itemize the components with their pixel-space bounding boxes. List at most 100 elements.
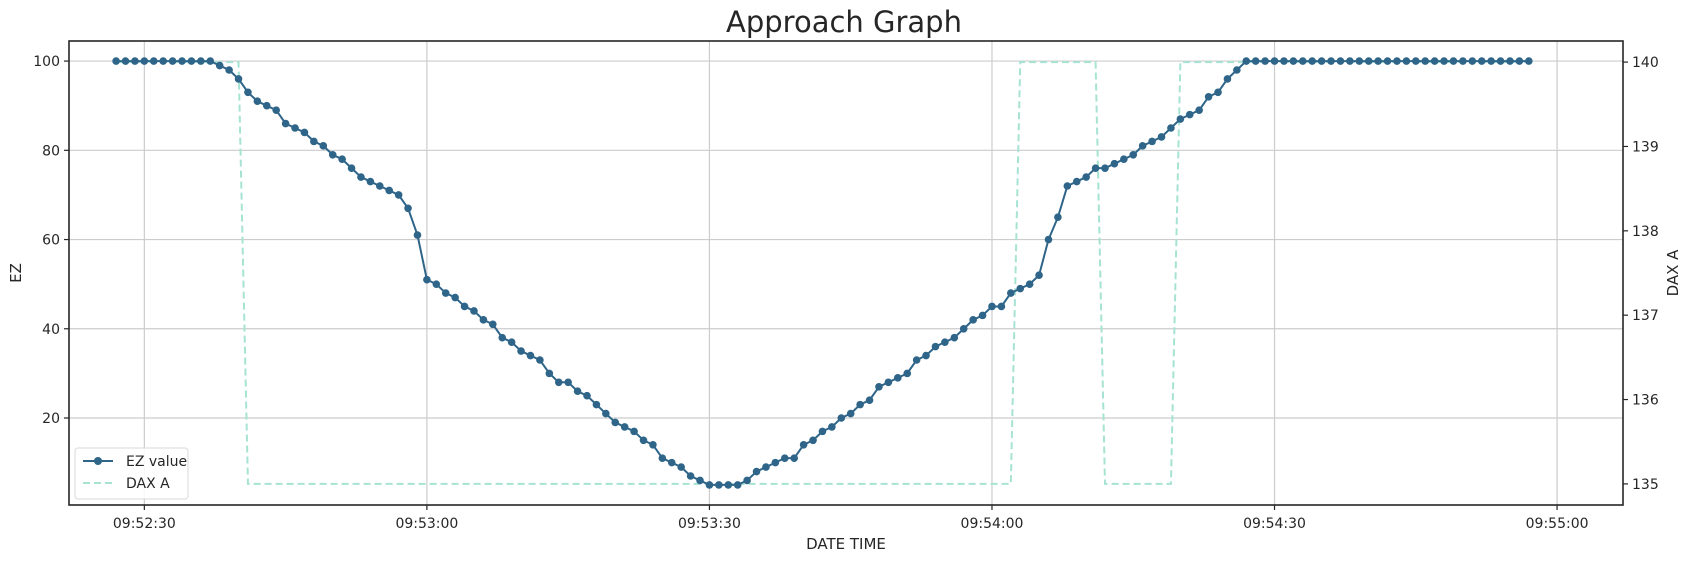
ez-value-point [460, 302, 469, 311]
ez-value-point [413, 231, 422, 239]
ez-value-point [1317, 57, 1326, 65]
ez-value-point [526, 351, 535, 360]
ez-value-point [809, 436, 817, 445]
ez-value-point [875, 382, 883, 391]
ez-value-point [639, 436, 648, 445]
ez-value-point [272, 106, 281, 114]
ez-value-point [884, 378, 893, 387]
ez-value-point [620, 423, 629, 431]
y-tick-label: 100 [33, 54, 60, 70]
ez-value-point [225, 66, 233, 74]
ez-value-point [846, 409, 855, 418]
x-tick-label: 09:53:00 [395, 516, 458, 532]
x-tick-label: 09:55:00 [1526, 516, 1589, 532]
legend: EZ value DAX A [74, 447, 189, 500]
legend-dax-label: DAX A [126, 476, 170, 492]
y-axis-label: EZ [7, 263, 25, 283]
ez-value-point [1110, 159, 1119, 168]
ez-value-point [536, 356, 544, 364]
ez-value-point [1082, 173, 1090, 181]
ez-value-point [752, 467, 761, 476]
ez-value-point [856, 400, 864, 409]
ez-value-point [1204, 92, 1213, 101]
ez-value-point [441, 289, 450, 297]
ez-value-point [131, 57, 139, 65]
ez-value-point [724, 481, 733, 489]
ez-value-point [1025, 280, 1034, 288]
ez-value-point [828, 423, 836, 431]
ez-value-point [1185, 110, 1194, 119]
series-dax-a [116, 61, 1529, 485]
x-tick-label: 09:52:30 [113, 516, 176, 532]
ez-value-point [1449, 57, 1458, 65]
ez-value-point [780, 454, 789, 462]
ez-value-point [554, 378, 563, 387]
ez-value-point [903, 369, 912, 378]
x-tick-label: 09:53:30 [678, 516, 741, 532]
ez-value-point [1459, 57, 1467, 65]
ez-value-point [564, 378, 572, 387]
ez-value-point [959, 324, 968, 333]
ez-value-point [1035, 271, 1043, 280]
ez-value-point [912, 356, 921, 364]
ez-value-point [244, 88, 252, 97]
y2-tick-label: 137 [1632, 308, 1659, 324]
ez-value-point [206, 57, 215, 65]
y-tick-label: 60 [42, 233, 60, 249]
ez-value-point [1138, 142, 1147, 150]
ez-value-point [950, 333, 959, 342]
ez-value-point [743, 476, 751, 485]
ez-value-point [1383, 57, 1392, 65]
ez-value-point [215, 61, 224, 70]
ez-value-point [1374, 57, 1382, 65]
grid [69, 41, 1623, 505]
ez-value-point [489, 320, 497, 329]
ez-value-point [771, 458, 780, 467]
ez-value-point [1412, 57, 1420, 65]
ez-value-point [583, 391, 591, 400]
ez-value-point [1336, 57, 1345, 65]
ez-value-point [385, 186, 394, 195]
legend-ez-marker [94, 457, 102, 465]
ez-value-point [1477, 57, 1486, 65]
ez-value-point [1440, 57, 1448, 65]
ez-value-point [1280, 57, 1288, 65]
ez-value-point [1072, 177, 1081, 186]
ez-value-point [818, 427, 827, 436]
ez-value-point [837, 414, 846, 422]
ez-value-point [1195, 106, 1203, 114]
ez-value-point [762, 463, 770, 471]
ez-value-point [1355, 57, 1364, 65]
ez-value-point [1251, 57, 1260, 65]
ez-value-point [357, 173, 365, 181]
ez-value-point [1468, 57, 1477, 65]
ez-value-point [1327, 57, 1335, 65]
ez-value-point [865, 396, 874, 404]
ez-value-point [658, 454, 667, 462]
plot-frame [68, 40, 1624, 506]
ez-value-point [140, 57, 149, 65]
ez-value-point [1515, 57, 1524, 65]
ez-value-point [1270, 57, 1279, 65]
ez-value-point [667, 458, 676, 467]
ez-value-point [649, 440, 657, 449]
ez-value-point [347, 164, 356, 172]
ez-value-point [1176, 115, 1185, 123]
ez-value-point [376, 182, 384, 190]
ez-value-point [149, 57, 158, 65]
x-axis-label: DATE TIME [806, 535, 886, 553]
ez-value-point [1242, 57, 1251, 65]
ez-value-point [498, 333, 507, 342]
ez-value-point [733, 481, 742, 489]
ez-value-point [1402, 57, 1411, 65]
ez-value-point [1298, 57, 1307, 65]
ez-value-point [1525, 57, 1533, 65]
ez-value-point [234, 75, 243, 83]
ez-value-point [630, 427, 638, 436]
ez-value-point [1233, 66, 1241, 74]
y-axis-left: 20 40 60 80 100 [33, 54, 69, 427]
ez-value-point [1430, 57, 1439, 65]
ez-value-point [404, 204, 412, 213]
ez-value-point [1289, 57, 1298, 65]
